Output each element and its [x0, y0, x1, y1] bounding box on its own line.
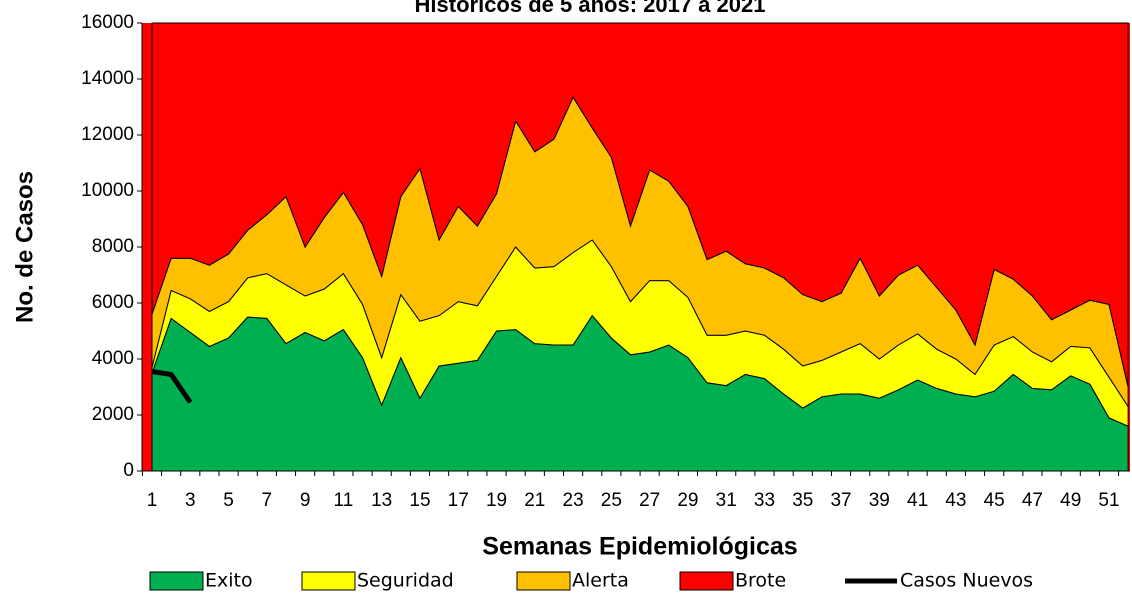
legend-swatch	[516, 571, 571, 591]
x-tick-label: 21	[524, 490, 545, 511]
x-tick-label: 5	[223, 490, 234, 511]
x-tick-label: 15	[409, 490, 430, 511]
y-tick-label: 6000	[92, 292, 134, 313]
legend-label: Casos Nuevos	[900, 570, 1033, 592]
y-tick-label: 16000	[81, 12, 134, 33]
legend-label: Alerta	[572, 570, 629, 592]
x-tick-label: 7	[262, 490, 273, 511]
x-tick-label: 43	[945, 490, 966, 511]
y-tick-label: 4000	[92, 348, 134, 369]
x-tick-label: 27	[639, 490, 660, 511]
x-tick-label: 19	[486, 490, 507, 511]
x-tick-label: 3	[185, 490, 196, 511]
legend-label: Seguridad	[357, 570, 454, 592]
x-tick-label: 37	[830, 490, 851, 511]
y-tick-label: 14000	[81, 68, 134, 89]
x-tick-label: 13	[371, 490, 392, 511]
x-tick-label: 49	[1060, 490, 1081, 511]
legend-swatch	[679, 571, 734, 591]
x-tick-label: 11	[334, 490, 354, 511]
x-tick-label: 51	[1098, 490, 1119, 511]
legend-swatch	[149, 571, 204, 591]
y-tick-label: 12000	[81, 124, 134, 145]
x-tick-label: 9	[300, 490, 311, 511]
x-axis-title: Semanas Epidemiológicas	[482, 533, 797, 561]
x-tick-label: 35	[792, 490, 813, 511]
x-tick-label: 29	[677, 490, 698, 511]
legend-swatch	[301, 571, 356, 591]
y-tick-label: 2000	[92, 404, 134, 425]
x-tick-label: 33	[754, 490, 775, 511]
y-tick-label: 8000	[92, 236, 134, 257]
area	[151, 22, 1129, 388]
chart-title: Históricos de 5 años: 2017 a 2021	[415, 0, 766, 17]
y-tick-label: 10000	[81, 180, 134, 201]
x-tick-label: 25	[601, 490, 622, 511]
line	[151, 369, 193, 404]
x-tick-label: 17	[448, 490, 469, 511]
x-tick-label: 1	[147, 490, 158, 511]
x-tick-label: 23	[563, 490, 584, 511]
y-tick-label: 0	[123, 460, 134, 481]
x-tick-label: 31	[716, 490, 737, 511]
x-tick-label: 45	[984, 490, 1005, 511]
legend-label: Exito	[205, 570, 253, 592]
x-tick-label: 41	[907, 490, 928, 511]
x-tick-label: 47	[1022, 490, 1043, 511]
legend-label: Brote	[735, 570, 786, 592]
x-tick-label: 39	[869, 490, 890, 511]
y-axis-title: No. de Casos	[11, 171, 38, 323]
